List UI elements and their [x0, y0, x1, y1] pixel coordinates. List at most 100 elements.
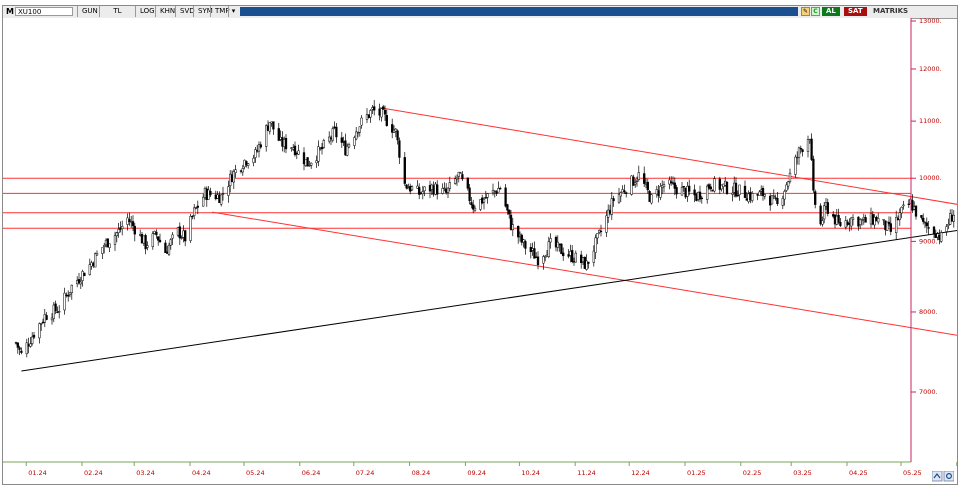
candle-body	[864, 217, 867, 223]
candle-body	[769, 195, 772, 206]
candle-body	[239, 170, 243, 172]
candle-body	[896, 218, 900, 221]
chart-settings-icon[interactable]	[932, 471, 954, 482]
candle-body	[272, 121, 275, 130]
price-chart[interactable]: 01.24 02.24 03.24 04.24 05.24 06.24 07.24 08.24…	[3, 18, 957, 484]
period-button[interactable]: GUN	[77, 6, 99, 17]
candle-body	[380, 108, 383, 118]
candle-body	[169, 239, 172, 246]
candle-body	[495, 191, 498, 194]
candle-body	[25, 342, 28, 355]
candle-body	[623, 190, 626, 193]
candle-body	[283, 139, 286, 147]
candle-body	[556, 241, 559, 248]
candle-body	[821, 220, 824, 225]
candle-body	[772, 195, 775, 197]
candle-body	[77, 279, 81, 283]
candle-body	[693, 189, 696, 196]
candle-body	[436, 184, 439, 195]
candle-body	[632, 176, 635, 186]
candle-body	[355, 131, 358, 140]
candle-body	[884, 220, 887, 231]
candle-body	[535, 256, 538, 258]
candle-body	[634, 182, 637, 185]
svd-button[interactable]: SVD	[175, 6, 195, 17]
y-axis: 7000. 8000. 9000. 10000. 11000. 12000. 13000.	[910, 18, 942, 462]
candle-body	[382, 106, 385, 110]
candle-body	[266, 125, 270, 131]
candle-body	[886, 221, 889, 231]
candle-body	[79, 281, 82, 285]
candle-body	[104, 239, 108, 246]
candle-body	[434, 183, 437, 195]
sym-button[interactable]: SYM	[193, 6, 213, 17]
candle-body	[265, 125, 268, 147]
buy-button[interactable]: AL	[822, 7, 840, 16]
sell-button[interactable]: SAT	[844, 7, 867, 16]
candle-body	[945, 226, 948, 232]
candle-body	[644, 182, 648, 185]
symbol-input[interactable]: XU100	[15, 7, 73, 16]
candle-body	[648, 191, 651, 202]
candle-body	[731, 192, 734, 195]
candle-body	[331, 128, 334, 141]
candle-body	[277, 128, 280, 141]
candle-body	[41, 321, 45, 324]
candle-body	[776, 198, 779, 205]
candle-body	[67, 295, 70, 297]
candle-body	[468, 187, 471, 202]
candle-body	[713, 178, 716, 192]
candle-body	[947, 224, 950, 226]
candle-body	[243, 159, 246, 168]
candle-body	[394, 128, 397, 132]
mode-indicator[interactable]: M	[6, 7, 14, 16]
candle-body	[405, 184, 408, 189]
candle-body	[95, 252, 99, 256]
candle-body	[871, 214, 874, 225]
candle-body	[949, 213, 952, 225]
candle-body	[725, 181, 729, 194]
candle-body	[459, 172, 462, 174]
candle-body	[448, 182, 451, 189]
candle-body	[932, 226, 936, 235]
dropdown-icon[interactable]: ▾	[228, 6, 238, 17]
log-button[interactable]: LOG	[135, 6, 155, 17]
candle-body	[914, 205, 918, 217]
candle-body	[306, 157, 309, 167]
tmp-button[interactable]: TMP	[210, 6, 230, 17]
khn-button[interactable]: KHN	[155, 6, 175, 17]
c-button[interactable]: C	[811, 7, 820, 16]
currency-button[interactable]: TL	[99, 6, 135, 17]
pencil-icon[interactable]: ✎	[801, 7, 810, 16]
candle-body	[340, 137, 343, 143]
matriks-logo: MATRIKS	[873, 7, 909, 15]
candle-body	[680, 186, 684, 196]
candle-body	[706, 185, 709, 200]
candle-body	[787, 181, 790, 187]
candle-body	[164, 242, 167, 253]
candle-body	[846, 221, 849, 226]
candle-body	[522, 239, 525, 243]
candle-body	[142, 235, 145, 244]
candle-body	[155, 231, 158, 236]
candle-body	[119, 227, 122, 230]
candle-body	[700, 197, 703, 200]
x-tick-label: 03.24	[136, 469, 155, 477]
candle-body	[572, 261, 576, 263]
candle-body	[832, 214, 835, 217]
candle-body	[621, 189, 624, 193]
candle-body	[50, 317, 54, 321]
candle-body	[596, 233, 599, 239]
candle-body	[63, 292, 66, 311]
candle-body	[371, 107, 374, 110]
candle-body	[536, 256, 540, 266]
candle-body	[668, 179, 671, 185]
candle-body	[859, 219, 862, 225]
candle-body	[938, 234, 941, 241]
candle-body	[423, 186, 426, 192]
candle-body	[479, 199, 482, 210]
x-tick-label: 02.25	[743, 469, 762, 477]
candle-body	[259, 144, 262, 148]
candle-body	[153, 230, 156, 234]
upper-channel-trend-line	[379, 107, 957, 205]
